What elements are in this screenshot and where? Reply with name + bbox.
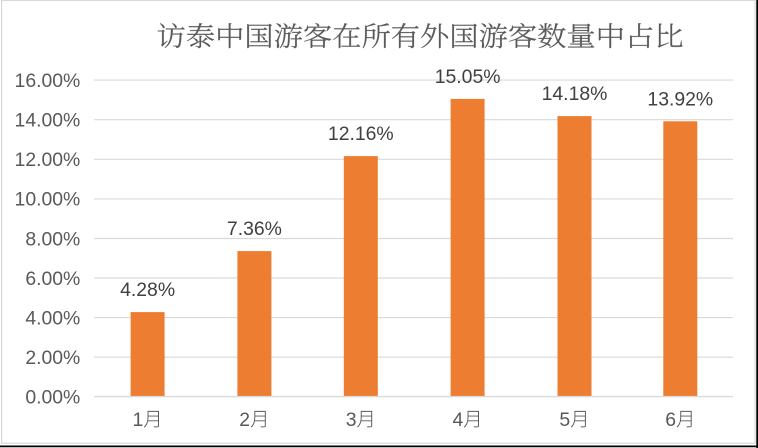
svg-text:10.00%: 10.00% bbox=[15, 189, 81, 211]
svg-text:14.00%: 14.00% bbox=[15, 110, 81, 132]
svg-text:8.00%: 8.00% bbox=[25, 228, 80, 250]
svg-text:12.16%: 12.16% bbox=[328, 123, 394, 145]
svg-text:5: 5 bbox=[559, 409, 570, 431]
svg-text:15.05%: 15.05% bbox=[435, 66, 501, 88]
svg-text:3: 3 bbox=[346, 409, 357, 431]
svg-text:16.00%: 16.00% bbox=[15, 70, 81, 92]
svg-text:13.92%: 13.92% bbox=[647, 88, 713, 110]
svg-text:2: 2 bbox=[239, 409, 250, 431]
svg-text:4: 4 bbox=[453, 409, 464, 431]
svg-text:14.18%: 14.18% bbox=[542, 83, 608, 105]
svg-text:2.00%: 2.00% bbox=[25, 347, 80, 369]
svg-text:6.00%: 6.00% bbox=[25, 268, 80, 290]
svg-text:7.36%: 7.36% bbox=[227, 218, 282, 240]
svg-text:0.00%: 0.00% bbox=[25, 387, 80, 409]
svg-text:4.28%: 4.28% bbox=[120, 279, 175, 301]
svg-text:12.00%: 12.00% bbox=[15, 149, 81, 171]
svg-text:4.00%: 4.00% bbox=[25, 307, 80, 329]
svg-text:1: 1 bbox=[133, 409, 144, 431]
svg-text:6: 6 bbox=[665, 409, 676, 431]
